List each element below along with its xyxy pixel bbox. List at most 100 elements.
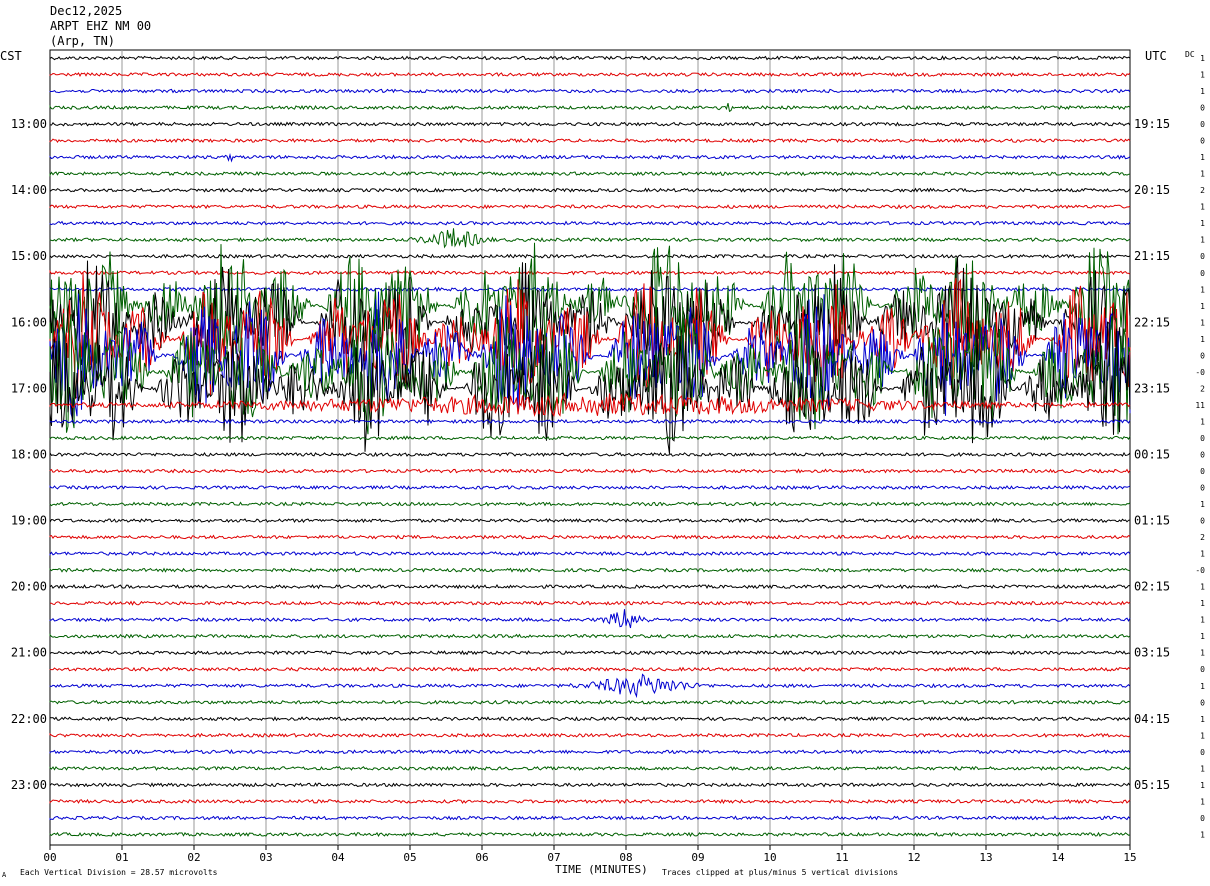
left-hour-label: 21:00 bbox=[11, 646, 47, 660]
trace-line bbox=[49, 551, 1131, 557]
x-tick-label: 08 bbox=[619, 851, 632, 864]
trace-line bbox=[49, 391, 1131, 418]
x-tick-label: 06 bbox=[475, 851, 488, 864]
dc-value: 1 bbox=[1200, 71, 1205, 80]
dc-value: 1 bbox=[1200, 302, 1205, 311]
x-axis-label: TIME (MINUTES) bbox=[555, 863, 648, 876]
dc-value: 0 bbox=[1200, 434, 1205, 443]
x-tick-label: 05 bbox=[403, 851, 416, 864]
right-hour-label: 01:15 bbox=[1134, 514, 1170, 528]
dc-value: 1 bbox=[1200, 203, 1205, 212]
dc-label: DC bbox=[1185, 50, 1195, 59]
left-hour-label: 18:00 bbox=[11, 447, 47, 461]
trace-line bbox=[49, 666, 1131, 672]
trace-line bbox=[49, 673, 1131, 699]
trace-line bbox=[49, 256, 1131, 383]
left-hour-label: 22:00 bbox=[11, 712, 47, 726]
x-tick-label: 00 bbox=[43, 851, 56, 864]
x-tick-labels: 00 01 02 03 04 05 06 07 08 09 10 11 12 13 14 15 bbox=[43, 845, 1137, 864]
dc-value: 1 bbox=[1200, 797, 1205, 806]
x-tick-label: 03 bbox=[259, 851, 272, 864]
trace-line bbox=[49, 55, 1131, 61]
dc-value: 0 bbox=[1200, 351, 1205, 360]
dc-value: 1 bbox=[1200, 649, 1205, 658]
right-hour-label: 21:15 bbox=[1134, 249, 1170, 263]
dc-value: 1 bbox=[1200, 236, 1205, 245]
dc-value: 1 bbox=[1200, 87, 1205, 96]
trace-line bbox=[49, 88, 1131, 94]
dc-value: 1 bbox=[1200, 219, 1205, 228]
dc-value: 0 bbox=[1200, 748, 1205, 757]
left-hour-labels: 13:00 14:00 15:00 16:00 17:00 18:00 19:00 20:00… bbox=[11, 117, 47, 792]
x-tick-label: 12 bbox=[907, 851, 920, 864]
dc-value: 1 bbox=[1200, 170, 1205, 179]
left-hour-label: 16:00 bbox=[11, 315, 47, 329]
dc-value: 0 bbox=[1200, 252, 1205, 261]
dc-value: 1 bbox=[1200, 335, 1205, 344]
trace-line bbox=[49, 782, 1131, 788]
dc-value: 0 bbox=[1200, 467, 1205, 476]
trace-line bbox=[49, 451, 1131, 457]
trace-line bbox=[49, 71, 1131, 78]
trace-line bbox=[49, 633, 1131, 639]
grid-lines bbox=[121, 50, 1059, 845]
plot-frame bbox=[49, 49, 1131, 846]
right-hour-label: 03:15 bbox=[1134, 646, 1170, 660]
right-hour-label: 19:15 bbox=[1134, 117, 1170, 131]
dc-value: 1 bbox=[1200, 830, 1205, 839]
trace-line bbox=[49, 749, 1131, 755]
right-hour-labels: 19:15 20:15 21:15 22:15 23:15 00:15 01:15 02:15… bbox=[1134, 117, 1170, 792]
dc-value: 0 bbox=[1200, 814, 1205, 823]
dc-value: 0 bbox=[1200, 450, 1205, 459]
dc-value: 0 bbox=[1200, 698, 1205, 707]
x-tick-label: 01 bbox=[115, 851, 128, 864]
trace-line bbox=[50, 600, 1131, 606]
trace-line bbox=[49, 650, 1131, 656]
trace-line bbox=[49, 798, 1131, 805]
dc-value: 1 bbox=[1200, 781, 1205, 790]
trace-line bbox=[49, 609, 1131, 629]
trace-line bbox=[49, 321, 1131, 454]
right-hour-label: 22:15 bbox=[1134, 315, 1170, 329]
dc-value: 1 bbox=[1200, 550, 1205, 559]
dc-value: 2 bbox=[1200, 384, 1205, 393]
footer-scale-note: Each Vertical Division = 28.57 microvolt… bbox=[20, 868, 218, 877]
x-tick-label: 10 bbox=[763, 851, 776, 864]
left-zone-label: CST bbox=[0, 49, 22, 63]
dc-value: 0 bbox=[1200, 665, 1205, 674]
trace-line bbox=[49, 272, 1131, 403]
dc-value: 1 bbox=[1200, 632, 1205, 641]
trace-line bbox=[49, 138, 1131, 144]
trace-line bbox=[49, 484, 1131, 491]
trace-group bbox=[49, 55, 1131, 838]
dc-value: 1 bbox=[1200, 764, 1205, 773]
x-tick-label: 13 bbox=[979, 851, 992, 864]
trace-line bbox=[49, 765, 1131, 772]
trace-line bbox=[49, 699, 1131, 705]
trace-line bbox=[49, 815, 1131, 821]
left-hour-label: 13:00 bbox=[11, 117, 47, 131]
dc-value: 1 bbox=[1200, 599, 1205, 608]
trace-line bbox=[49, 831, 1131, 838]
dc-value: 1 bbox=[1200, 616, 1205, 625]
trace-line bbox=[49, 102, 1131, 113]
x-tick-label: 14 bbox=[1051, 851, 1065, 864]
left-hour-label: 19:00 bbox=[11, 514, 47, 528]
right-hour-label: 05:15 bbox=[1134, 778, 1170, 792]
header-location: (Arp, TN) bbox=[50, 34, 115, 48]
right-hour-label: 04:15 bbox=[1134, 712, 1170, 726]
right-hour-label: 20:15 bbox=[1134, 183, 1170, 197]
dc-value: 0 bbox=[1200, 137, 1205, 146]
dc-value: 2 bbox=[1200, 186, 1205, 195]
corner-mark: A bbox=[2, 871, 7, 879]
dc-value: 1 bbox=[1200, 417, 1205, 426]
right-hour-label: 00:15 bbox=[1134, 447, 1170, 461]
right-hour-label: 02:15 bbox=[1134, 580, 1170, 594]
trace-line bbox=[49, 435, 1131, 441]
trace-line bbox=[49, 418, 1131, 425]
trace-line bbox=[49, 534, 1131, 540]
trace-line bbox=[49, 567, 1131, 573]
trace-line bbox=[49, 584, 1130, 590]
trace-line bbox=[49, 187, 1131, 193]
